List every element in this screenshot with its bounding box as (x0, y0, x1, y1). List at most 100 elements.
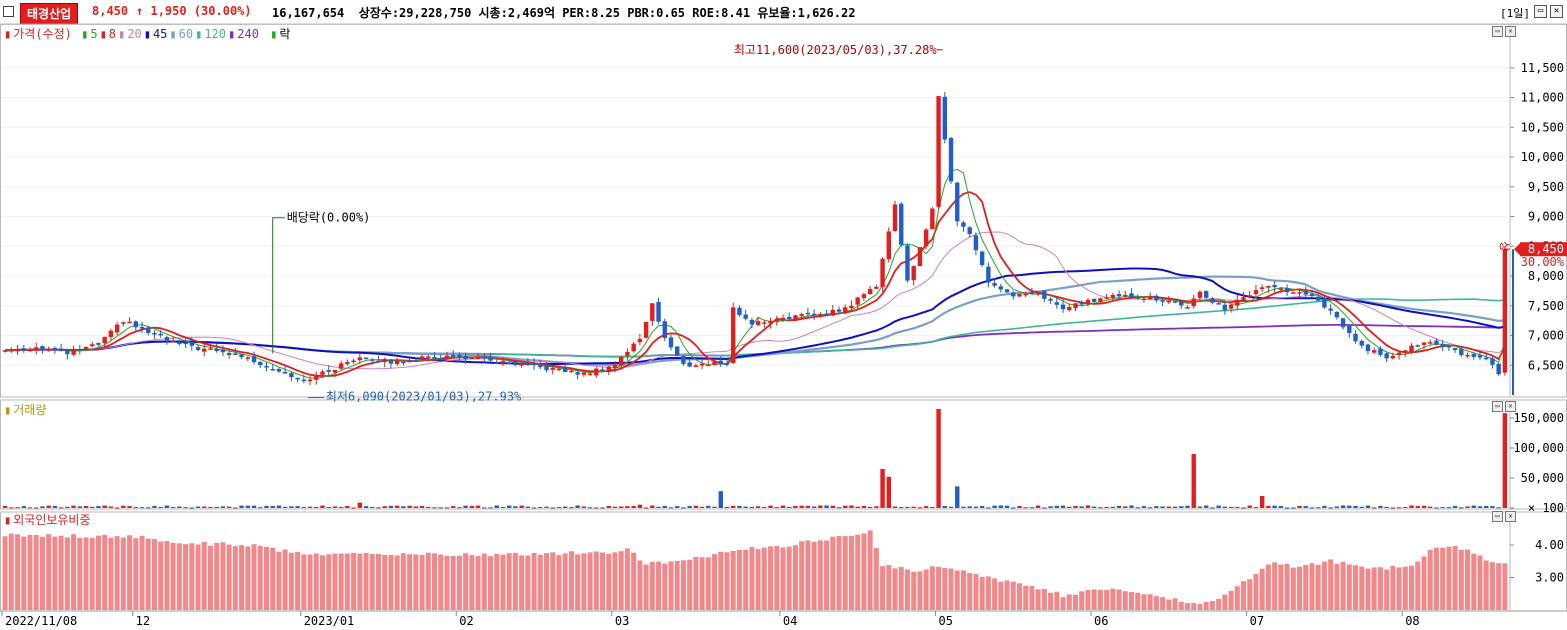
candle-body (239, 354, 244, 358)
foreign-bar (1297, 566, 1303, 610)
volume-bar (1054, 505, 1060, 508)
volume-bar (1259, 496, 1265, 508)
volume-bar (382, 506, 387, 508)
candle-body (656, 301, 661, 322)
period-selector[interactable]: [1일] (1500, 7, 1530, 20)
volume-bar (1166, 506, 1172, 508)
foreign-bar (512, 552, 518, 610)
volume-bar (1297, 505, 1302, 508)
candle-body (432, 356, 437, 359)
volume-bar (401, 506, 406, 508)
candle-body (1365, 344, 1371, 352)
volume-bar (208, 507, 213, 509)
price-tick-label: 7,000 (1528, 329, 1564, 343)
foreign-bar (2, 536, 8, 610)
candle-body (706, 364, 711, 367)
foreign-bar (1247, 579, 1253, 610)
foreign-bar (1458, 549, 1464, 610)
candle-body (34, 347, 39, 351)
foreign-bar (1359, 566, 1365, 610)
candle-body (843, 307, 848, 313)
foreign-bar (792, 545, 798, 610)
foreign-bar (992, 578, 998, 610)
foreign-bar (313, 553, 319, 610)
volume-bar (1266, 505, 1271, 508)
candle-body (712, 361, 717, 365)
foreign-bar (469, 555, 475, 610)
volume-bar (562, 506, 568, 508)
foreign-bar (450, 556, 456, 610)
volume-bar (1235, 506, 1240, 508)
foreign-bar (207, 545, 213, 610)
panel-restore-icon[interactable]: ▭ (1492, 26, 1503, 37)
volume-bar (376, 507, 381, 509)
candle-body (1116, 294, 1122, 297)
foreign-bar (1228, 590, 1234, 610)
candle-body (780, 317, 786, 320)
foreign-bar (1172, 598, 1178, 610)
foreign-bar (83, 537, 89, 610)
foreign-bar (929, 566, 935, 610)
candle-body (581, 372, 587, 375)
candle-body (774, 319, 779, 322)
low-annotation: 최저6,090(2023/01/03),27.93% (326, 390, 522, 404)
candle-body (320, 371, 325, 375)
volume-bar (96, 506, 101, 508)
volume-bar (15, 507, 20, 509)
volume-bar (687, 506, 692, 508)
foreign-bar (319, 555, 325, 610)
volume-bar (1172, 506, 1178, 508)
candle-body (699, 363, 705, 366)
foreign-bar (1091, 589, 1097, 610)
volume-bar (699, 506, 705, 508)
foreign-bar (1278, 564, 1284, 610)
volume-bar (295, 506, 300, 508)
volume-bar (793, 505, 798, 508)
ex-div-annotation: 배당락(0.00%) (287, 211, 371, 225)
volume-bar (264, 505, 269, 508)
candle-body (1272, 285, 1277, 288)
volume-bar (1403, 507, 1408, 509)
volume-bar (482, 507, 487, 509)
volume-tick-label: 150,000 (1513, 411, 1564, 425)
restore-icon[interactable]: ▭ (1534, 5, 1547, 18)
candle-body (450, 355, 456, 357)
candle-body (1228, 304, 1234, 309)
candle-body (1123, 295, 1128, 297)
panel-close-icon[interactable]: ✕ (1505, 26, 1516, 37)
volume-bar (1502, 413, 1508, 508)
volume-bar (251, 505, 257, 508)
foreign-bar (1085, 589, 1091, 610)
volume-bar (338, 507, 344, 509)
foreign-bar (712, 554, 718, 610)
foreign-panel-close-icon[interactable]: ✕ (1505, 511, 1516, 522)
foreign-bar (680, 560, 686, 610)
high-annotation: 최고11,600(2023/05/03),37.28% (734, 43, 937, 57)
candle-body (345, 362, 350, 365)
volume-bar (9, 507, 14, 509)
foreign-bar (880, 566, 886, 610)
volume-bar (923, 506, 929, 508)
volume-bar (500, 506, 506, 508)
foreign-bar (960, 570, 966, 610)
foreign-panel-restore-icon[interactable]: ▭ (1492, 511, 1503, 522)
volume-panel-close-icon[interactable]: ✕ (1505, 401, 1516, 412)
volume-bar (164, 505, 170, 508)
volume-bar (880, 469, 885, 508)
candle-body (469, 357, 475, 360)
stock-name[interactable]: 태경산업 (20, 3, 79, 24)
volume-bar (413, 506, 419, 508)
foreign-bar (369, 553, 375, 610)
foreign-bar (1060, 597, 1066, 610)
select-checkbox[interactable] (3, 6, 14, 17)
foreign-bar (1054, 591, 1060, 610)
volume-panel-restore-icon[interactable]: ▭ (1492, 401, 1503, 412)
foreign-bar (743, 549, 749, 610)
close-icon[interactable]: ✕ (1550, 5, 1563, 18)
volume-bar (1421, 505, 1427, 508)
volume-bar (270, 505, 275, 508)
volume-bar (948, 506, 954, 508)
foreign-bar (120, 537, 126, 610)
candle-body (768, 320, 773, 324)
ma-line-5 (5, 168, 1506, 379)
